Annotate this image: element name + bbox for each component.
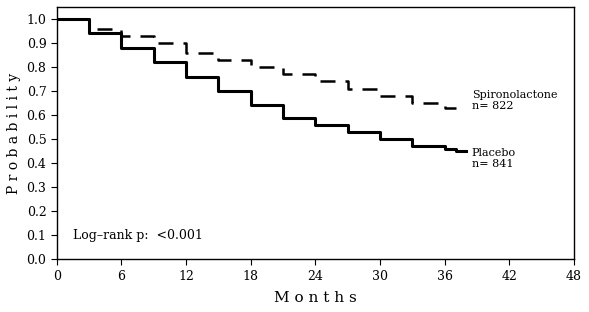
X-axis label: M o n t h s: M o n t h s bbox=[274, 291, 357, 305]
Text: Spironolactone
n= 822: Spironolactone n= 822 bbox=[472, 90, 557, 111]
Text: Placebo
n= 841: Placebo n= 841 bbox=[472, 148, 516, 169]
Y-axis label: P r o b a b i l i t y: P r o b a b i l i t y bbox=[7, 73, 21, 194]
Text: Log–rank p:  <0.001: Log–rank p: <0.001 bbox=[73, 230, 203, 242]
